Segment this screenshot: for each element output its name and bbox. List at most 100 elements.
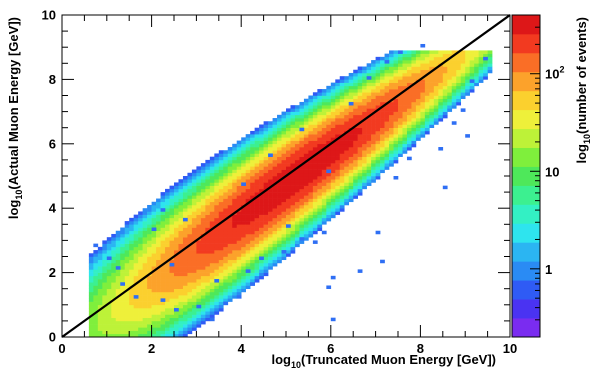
heatmap-cell [294, 208, 300, 212]
heatmap-cell [281, 233, 287, 238]
heatmap-cell [218, 304, 224, 309]
heatmap-cell [303, 140, 309, 145]
heatmap-cell [236, 246, 242, 251]
heatmap-cell [227, 256, 233, 261]
heatmap-cell [433, 118, 439, 122]
heatmap-cell [236, 272, 242, 277]
heatmap-cell [205, 211, 211, 215]
heatmap-cell [160, 275, 166, 280]
heatmap-cell [160, 259, 166, 264]
heatmap-cell [308, 172, 314, 177]
heatmap-cell [281, 182, 287, 186]
heatmap-cell [263, 185, 269, 190]
heatmap-cell [375, 147, 381, 151]
heatmap-cell [156, 282, 161, 286]
heatmap-cell [241, 137, 246, 141]
heatmap-cell [232, 156, 238, 161]
heatmap-cell [393, 79, 399, 83]
heatmap-cell [142, 217, 148, 222]
heatmap-cell [294, 195, 300, 199]
heatmap-cell [308, 227, 314, 232]
heatmap-cell [133, 233, 139, 238]
heatmap-cell [398, 82, 403, 87]
heatmap-cell [129, 259, 134, 264]
heatmap-cell [138, 314, 143, 318]
heatmap-cell [290, 246, 296, 251]
heatmap-cell [272, 204, 278, 209]
heatmap-cell [272, 176, 278, 180]
heatmap-cell [290, 140, 296, 145]
heatmap-cell [120, 327, 126, 331]
heatmap-cell [97, 262, 103, 267]
heatmap-cell [290, 118, 296, 122]
heatmap-cell [326, 89, 332, 93]
heatmap-cell [335, 147, 341, 151]
heatmap-cell [102, 240, 108, 244]
heatmap-cell [142, 298, 148, 302]
heatmap-cell [106, 259, 112, 264]
heatmap-cell [406, 98, 412, 103]
heatmap-cell [236, 214, 242, 219]
heatmap-cell [268, 172, 273, 177]
heatmap-cell [138, 227, 143, 232]
heatmap-cell [353, 195, 358, 199]
heatmap-cell [196, 201, 202, 206]
heatmap-cell [250, 143, 255, 148]
heatmap-cell [111, 301, 117, 306]
heatmap-cell [290, 188, 296, 193]
heatmap-cell [415, 105, 421, 109]
heatmap-cell [191, 176, 197, 180]
heatmap-cell [151, 327, 157, 331]
heatmap-cell [196, 308, 202, 312]
heatmap-cell [268, 262, 273, 267]
heatmap-cell [196, 246, 202, 251]
heatmap-cell [196, 204, 202, 209]
heatmap-cell [115, 282, 121, 286]
heatmap-cell [353, 130, 358, 135]
heatmap-cell [182, 185, 188, 190]
heatmap-cell [415, 127, 421, 132]
heatmap-cell [250, 246, 255, 251]
heatmap-cell [339, 198, 345, 203]
heatmap-cell [174, 295, 179, 299]
heatmap-cell [371, 137, 376, 141]
heatmap-cell [375, 169, 381, 174]
heatmap-cell [389, 92, 394, 96]
heatmap-cell [294, 114, 300, 119]
heatmap-cell [357, 269, 363, 273]
heatmap-cell [165, 262, 170, 267]
heatmap-cell [200, 172, 206, 177]
heatmap-cell [205, 250, 211, 254]
heatmap-cell [277, 259, 282, 264]
heatmap-cell [303, 169, 309, 174]
heatmap-cell [362, 150, 367, 154]
heatmap-cell [88, 275, 94, 280]
heatmap-cell [281, 130, 287, 135]
heatmap-cell [191, 314, 197, 318]
heatmap-cell [299, 140, 305, 145]
heatmap-cell [335, 140, 341, 145]
heatmap-cell [245, 192, 251, 196]
heatmap-cell [196, 224, 202, 228]
heatmap-cell [393, 63, 399, 67]
heatmap-cell [375, 156, 381, 161]
heatmap-cell [402, 124, 408, 128]
heatmap-cell [151, 240, 157, 244]
heatmap-cell [286, 253, 291, 257]
heatmap-cell [277, 195, 282, 199]
heatmap-cell [106, 327, 112, 331]
heatmap-cell [223, 250, 229, 254]
heatmap-cell [205, 227, 211, 232]
heatmap-cell [263, 198, 269, 203]
heatmap-cell [151, 204, 157, 209]
heatmap-cell [205, 317, 211, 322]
heatmap-cell [366, 108, 372, 112]
heatmap-cell [286, 204, 291, 209]
heatmap-cell [214, 227, 220, 232]
heatmap-cell [299, 227, 305, 232]
heatmap-cell [380, 101, 385, 106]
heatmap-cell [303, 233, 309, 238]
heatmap-cell [138, 317, 143, 322]
heatmap-cell [344, 79, 350, 83]
heatmap-cell [317, 195, 323, 199]
